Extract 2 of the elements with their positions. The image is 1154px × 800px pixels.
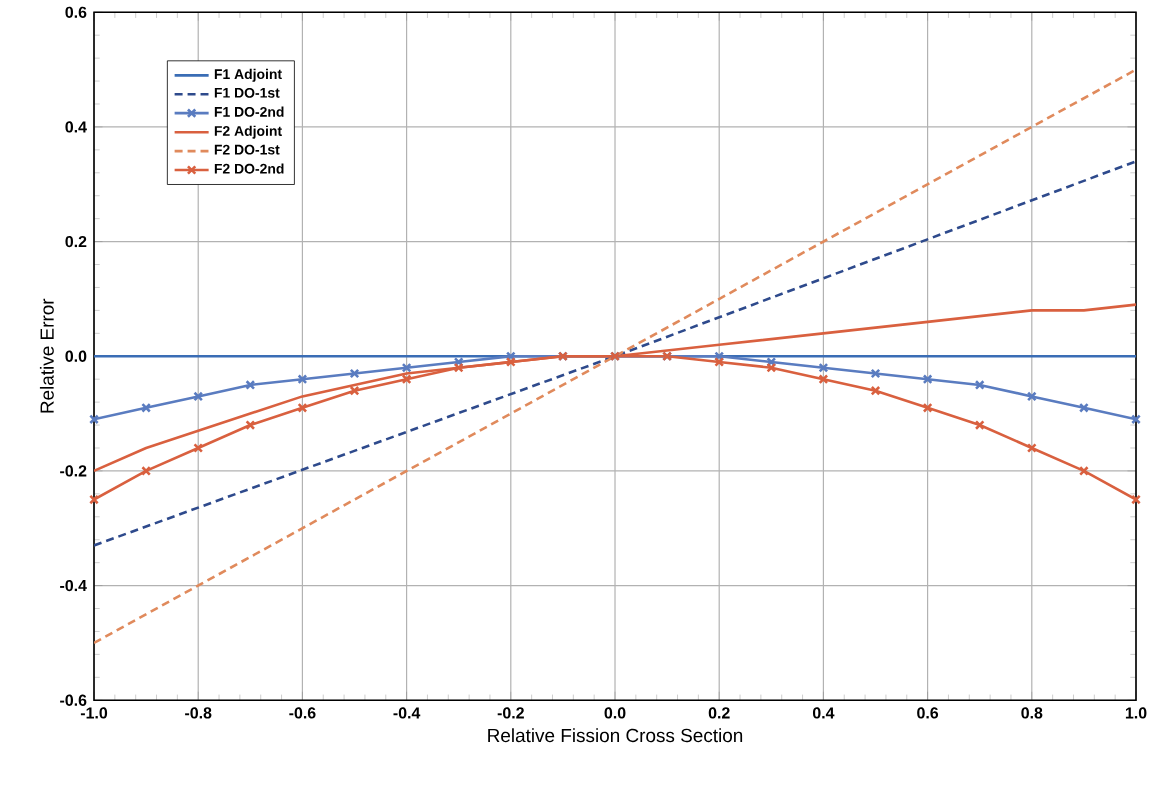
x-axis-title: Relative Fission Cross Section xyxy=(488,728,743,743)
y-axis-title: Relative Error xyxy=(39,298,54,413)
